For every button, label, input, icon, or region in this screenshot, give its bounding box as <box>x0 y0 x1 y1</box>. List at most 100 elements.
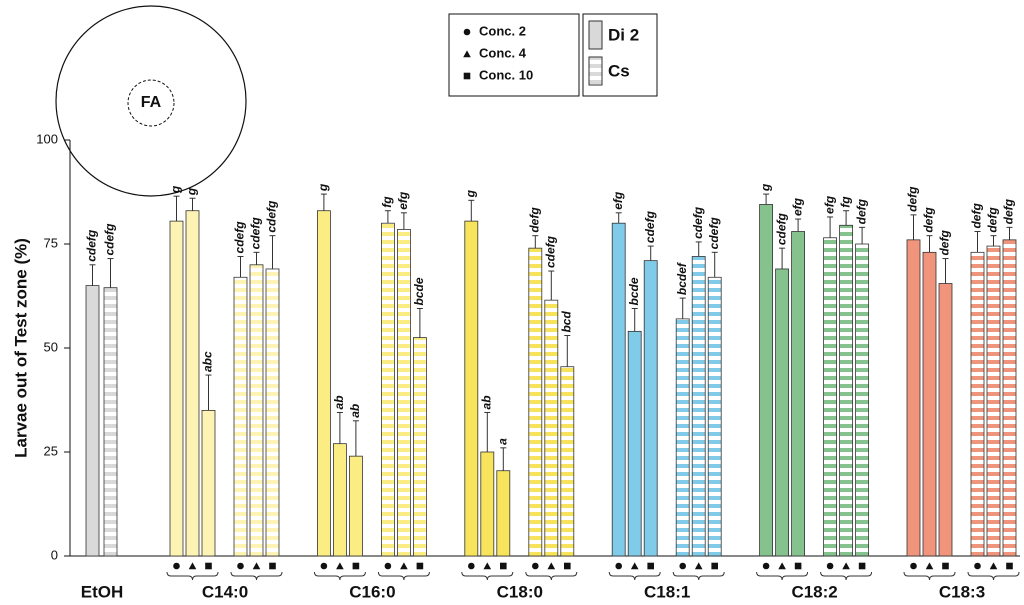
significance-letter: defg <box>906 186 920 212</box>
bar <box>823 237 837 557</box>
legend-label: Conc. 4 <box>479 45 527 60</box>
concentration-marker <box>679 562 686 570</box>
significance-letter: defg <box>854 198 868 224</box>
legend-label: Conc. 10 <box>479 67 533 82</box>
significance-letter: cdefg <box>103 223 117 256</box>
concentration-marker <box>615 562 622 570</box>
bar <box>103 287 118 557</box>
concentration-marker <box>547 562 556 570</box>
legend-swatch <box>588 20 603 50</box>
concentration-marker <box>237 562 244 570</box>
significance-letter: bcdef <box>675 262 689 295</box>
bar <box>233 276 248 557</box>
bar <box>332 443 347 557</box>
bar <box>986 245 1001 557</box>
concentration-marker <box>647 562 654 570</box>
bar <box>643 260 658 557</box>
brace <box>313 571 366 581</box>
significance-letter: defg <box>922 207 936 233</box>
bar <box>249 264 264 557</box>
y-axis-label: Larvae out of Test zone (%) <box>11 238 30 458</box>
legend-label: Di 2 <box>608 25 639 44</box>
brace <box>461 571 514 581</box>
concentration-marker <box>173 562 180 570</box>
y-tick-label: 0 <box>51 547 58 562</box>
bar <box>627 330 642 557</box>
bar <box>970 251 985 557</box>
legend-marker <box>463 28 471 36</box>
legend-label: Conc. 2 <box>479 23 526 38</box>
bar <box>775 268 789 557</box>
brace <box>756 571 809 581</box>
concentration-marker <box>500 562 507 570</box>
significance-letter: efg <box>790 197 804 216</box>
y-tick-label: 50 <box>44 339 58 354</box>
concentration-marker <box>842 562 850 570</box>
bar <box>528 247 543 557</box>
significance-letter: defg <box>986 207 1000 233</box>
legend-marker <box>463 50 471 58</box>
legend-marker <box>463 72 471 80</box>
concentration-marker <box>400 562 408 570</box>
bar <box>791 231 805 557</box>
concentration-marker <box>694 562 703 570</box>
significance-letter: g <box>463 189 477 198</box>
significance-letter: cdefg <box>643 210 657 243</box>
brace <box>166 571 219 581</box>
significance-letter: ab <box>348 404 362 418</box>
group-label: C18:1 <box>644 582 690 601</box>
significance-letter: cdefg <box>85 229 99 262</box>
significance-letter: efg <box>396 191 410 210</box>
significance-letter: efg <box>822 195 836 214</box>
bar <box>759 204 773 557</box>
significance-letter: g <box>758 183 772 192</box>
bar <box>707 276 722 557</box>
significance-letter: bcde <box>627 277 641 305</box>
brace <box>820 571 873 581</box>
y-tick-label: 25 <box>44 443 58 458</box>
concentration-marker <box>762 562 770 570</box>
concentration-marker <box>188 562 197 570</box>
brace <box>672 571 725 581</box>
concentration-marker <box>468 562 475 570</box>
concentration-marker <box>532 562 539 570</box>
concentration-marker <box>416 562 424 570</box>
brace <box>377 571 430 581</box>
concentration-marker <box>826 562 834 570</box>
bar <box>544 299 559 557</box>
significance-letter: cdefg <box>265 200 279 233</box>
bar <box>1002 239 1017 557</box>
significance-letter: bcd <box>559 311 573 333</box>
concentration-marker <box>989 562 998 570</box>
bar <box>201 409 216 557</box>
concentration-marker <box>794 562 802 570</box>
significance-letter: abc <box>201 351 215 372</box>
bar <box>316 210 331 557</box>
group-label: EtOH <box>81 582 124 601</box>
bar <box>675 318 690 557</box>
legend-box <box>448 13 580 97</box>
bar <box>464 220 479 557</box>
bar <box>396 229 411 557</box>
concentration-marker <box>564 562 571 570</box>
significance-letter: g <box>185 187 199 196</box>
significance-letter: cdefg <box>543 235 557 268</box>
concentration-marker <box>384 562 392 570</box>
bar <box>412 337 427 557</box>
significance-letter: bcde <box>412 277 426 305</box>
significance-letter: g <box>316 183 330 192</box>
bar <box>348 455 363 557</box>
inset-label: FA <box>141 94 162 111</box>
concentration-marker <box>778 562 786 570</box>
concentration-marker <box>630 562 639 570</box>
significance-letter: cdefg <box>249 217 263 250</box>
significance-letter: a <box>495 438 509 445</box>
concentration-marker <box>483 562 492 570</box>
bar <box>480 451 495 557</box>
bar <box>839 224 853 557</box>
bar <box>496 470 511 557</box>
significance-letter: defg <box>970 203 984 229</box>
significance-letter: ab <box>479 395 493 409</box>
concentration-marker <box>910 562 917 570</box>
bar <box>611 222 626 557</box>
